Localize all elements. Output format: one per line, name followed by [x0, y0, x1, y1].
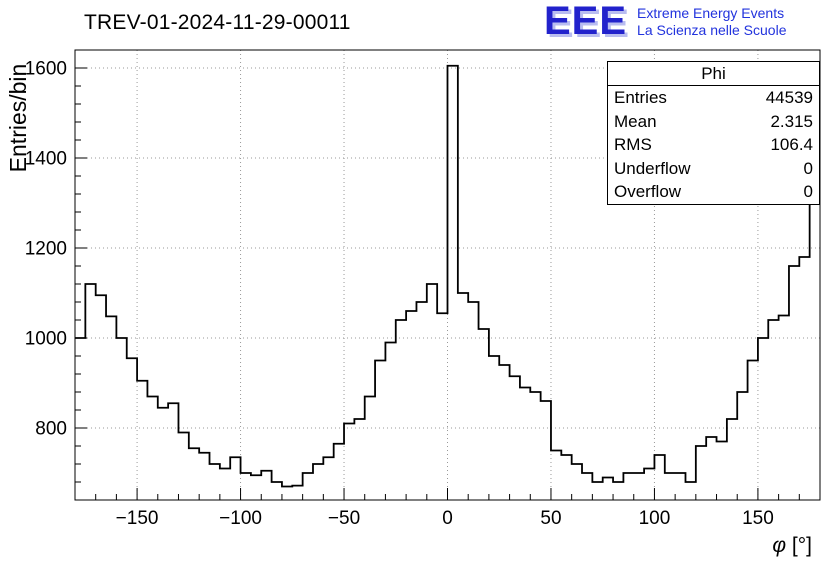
y-axis-title: Entries/bin [5, 64, 31, 173]
svg-text:1200: 1200 [25, 239, 67, 260]
stats-row-overflow: Overflow 0 [608, 180, 819, 204]
svg-text:−150: −150 [116, 508, 159, 529]
stats-row-rms: RMS 106.4 [608, 133, 819, 157]
stats-label: Entries [614, 88, 667, 107]
x-axis-title: φ [°] [772, 534, 812, 557]
stats-value: 2.315 [770, 111, 813, 131]
stats-value: 44539 [765, 88, 813, 107]
logo-line-1: Extreme Energy Events [637, 5, 785, 21]
stats-value: 0 [803, 182, 813, 201]
eee-logo: EEE Extreme Energy Events La Scienza nel… [544, 0, 786, 43]
stats-label: Underflow [614, 158, 691, 178]
stats-value: 0 [803, 158, 813, 178]
svg-text:−100: −100 [219, 508, 262, 529]
svg-text:50: 50 [540, 508, 561, 529]
stats-box-title: Phi [608, 62, 819, 86]
stats-row-entries: Entries 44539 [608, 86, 819, 110]
stats-label: RMS [614, 135, 652, 154]
svg-text:150: 150 [742, 508, 774, 529]
svg-text:800: 800 [35, 419, 67, 440]
stats-value: 106.4 [770, 135, 813, 154]
eee-logo-acronym: EEE [544, 0, 628, 43]
svg-text:−50: −50 [328, 508, 360, 529]
stats-row-mean: Mean 2.315 [608, 110, 819, 134]
stats-row-underflow: Underflow 0 [608, 157, 819, 181]
axis-ticks [75, 67, 800, 500]
svg-text:1600: 1600 [25, 59, 67, 80]
stats-label: Overflow [614, 182, 682, 201]
y-tick-labels: 800 1000 1200 1400 1600 [25, 59, 67, 440]
eee-logo-subtitle: Extreme Energy Events La Scienza nelle S… [637, 5, 786, 39]
plot-title: TREV-01-2024-11-29-00011 [84, 11, 351, 34]
svg-text:1400: 1400 [25, 149, 67, 170]
stats-box: Phi Entries 44539 Mean 2.315 RMS 106.4 U… [607, 61, 820, 205]
svg-text:1000: 1000 [25, 329, 67, 350]
logo-line-2: La Scienza nelle Scuole [637, 22, 787, 38]
stats-label: Mean [614, 111, 657, 131]
histogram-line [75, 64, 820, 488]
x-tick-labels: −150 −100 −50 0 50 100 150 [116, 508, 774, 529]
svg-text:0: 0 [442, 508, 453, 529]
svg-text:100: 100 [639, 508, 671, 529]
